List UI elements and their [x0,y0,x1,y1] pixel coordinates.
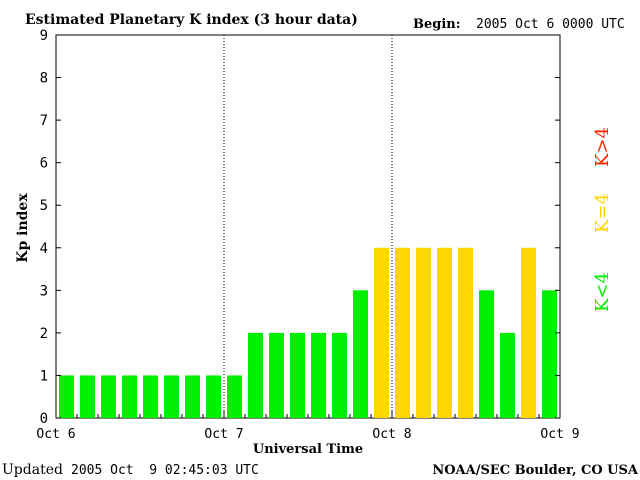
y-tick-label: 5 [40,198,48,214]
legend-item: K<4 [592,272,613,312]
kp-bar [164,375,179,418]
y-tick-label: 8 [40,71,48,87]
x-axis-label: Universal Time [253,442,363,457]
kp-bar [290,332,305,418]
kp-bar [122,375,137,418]
kp-bar [437,247,452,418]
kp-bar [269,332,284,418]
chart-title: Estimated Planetary K index (3 hour data… [25,12,358,28]
y-tick-label: 1 [40,368,48,384]
x-tick-label: Oct 6 [36,427,75,442]
kp-bar [395,247,410,418]
kp-bar [332,332,347,418]
updated-label: Updated [2,462,63,478]
kp-bar [101,375,116,418]
kp-bar [458,247,473,418]
x-tick-label: Oct 8 [372,427,411,442]
updated-value: 2005 Oct 9 02:45:03 UTC [71,463,259,478]
x-tick-label: Oct 7 [204,427,243,442]
legend: K<4 K=4 K>4 [592,127,613,312]
legend-item: K>4 [592,127,613,167]
kp-bar [479,290,494,418]
legend-item: K=4 [592,193,613,233]
y-tick-label: 0 [40,411,48,427]
kp-bar [521,247,536,418]
begin-label: Begin: [413,17,461,32]
plot-area [55,34,561,419]
y-tick-label: 9 [40,28,48,44]
kp-bar [542,290,557,418]
kp-bar [227,375,242,418]
y-tick-label: 4 [40,241,48,257]
y-tick-label: 6 [40,156,48,172]
kp-bar [248,332,263,418]
kp-bar [353,290,368,418]
kp-bar [59,375,74,418]
kp-bar [500,332,515,418]
y-tick-label: 3 [40,283,48,299]
kp-bar [416,247,431,418]
begin-value: 2005 Oct 6 0000 UTC [476,17,625,32]
kp-bar [143,375,158,418]
source-credit: NOAA/SEC Boulder, CO USA [432,463,639,478]
kp-bar [374,247,389,418]
x-tick-label: Oct 9 [540,427,579,442]
y-tick-label: 2 [40,326,48,342]
kp-bar [185,375,200,418]
y-tick-label: 7 [40,113,48,129]
kp-bar [80,375,95,418]
x-axis: Oct 6 Oct 7 Oct 8 Oct 9 [36,410,580,442]
kp-bar [311,332,326,418]
y-axis: 0 1 2 3 4 5 6 7 8 9 [40,28,560,427]
kp-bar [206,375,221,418]
y-axis-label: Kp index [15,193,31,263]
